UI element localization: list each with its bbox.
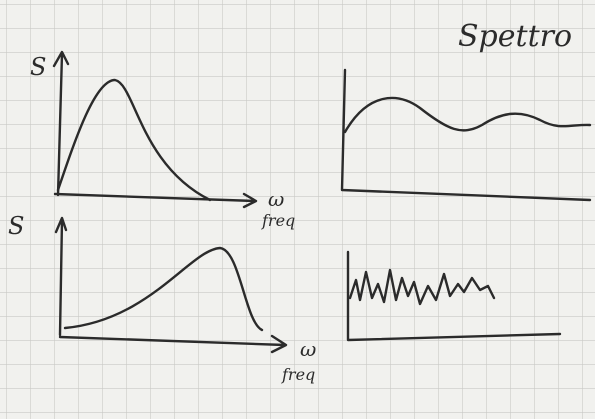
grid-paper bbox=[0, 0, 595, 419]
sketch: Spettro S ω freq S ω freq bbox=[0, 0, 595, 419]
y-label: S bbox=[8, 212, 24, 240]
x-sublabel: freq bbox=[281, 365, 315, 384]
heading: Spettro bbox=[458, 19, 572, 54]
y-label: S bbox=[30, 53, 46, 81]
x-label: ω bbox=[268, 187, 284, 211]
x-sublabel: freq bbox=[261, 211, 295, 230]
x-label: ω bbox=[300, 337, 316, 361]
